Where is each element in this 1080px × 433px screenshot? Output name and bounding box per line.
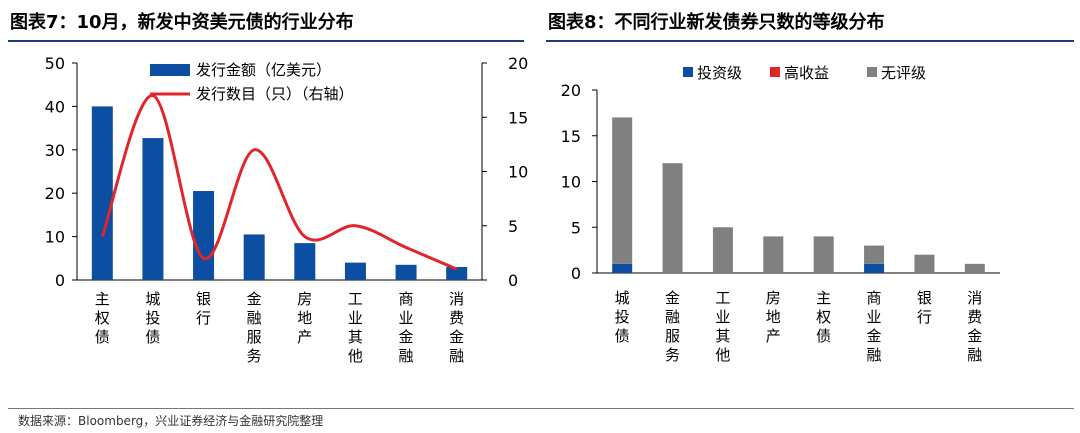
right-tick-label: 0 bbox=[508, 271, 518, 290]
x-category-label: 商业金融 bbox=[867, 289, 882, 364]
bar-0 bbox=[91, 106, 113, 281]
bar-1 bbox=[142, 138, 164, 280]
left-tick-label: 20 bbox=[45, 184, 65, 203]
legend-label-2: 无评级 bbox=[881, 64, 926, 82]
bar-1-series-2 bbox=[662, 163, 683, 273]
left-tick-label: 10 bbox=[45, 228, 65, 247]
right-tick-label: 10 bbox=[508, 163, 528, 182]
industry-distribution-chart: 0 10 20 30 40 50 0 5 10 15 20 主权债 城投债 银行 金融服务 房地产 工业其他 商业… bbox=[45, 54, 529, 365]
x-category-label: 城投债 bbox=[145, 290, 160, 346]
x-category-label: 消费金融 bbox=[967, 289, 982, 364]
bar-2-series-2 bbox=[712, 227, 733, 273]
x-category-label: 城投债 bbox=[615, 289, 630, 345]
right-title-rule bbox=[546, 40, 1074, 42]
right-tick-label: 15 bbox=[508, 108, 528, 127]
legend-label-count: 发行数目（只）（右轴） bbox=[196, 85, 354, 103]
y-tick-label: 20 bbox=[561, 81, 581, 100]
y-tick-label: 5 bbox=[571, 218, 581, 237]
x-category-label: 房地产 bbox=[297, 290, 312, 346]
left-chart-title: 图表7：10月，新发中资美元债的行业分布 bbox=[10, 12, 354, 33]
left-title-rule bbox=[8, 40, 524, 42]
x-category-label: 银行 bbox=[917, 289, 932, 326]
footer-rule bbox=[8, 408, 1074, 409]
left-tick-label: 0 bbox=[55, 271, 65, 290]
y-tick-label: 15 bbox=[561, 127, 581, 146]
legend-swatch-1 bbox=[770, 67, 780, 77]
bar-5 bbox=[344, 262, 366, 280]
left-tick-label: 30 bbox=[45, 141, 65, 160]
y-tick-label: 10 bbox=[561, 173, 581, 192]
left-tick-label: 40 bbox=[45, 97, 65, 116]
right-tick-label: 5 bbox=[508, 217, 518, 236]
legend-swatch-0 bbox=[683, 67, 693, 77]
bar-4 bbox=[294, 243, 316, 280]
x-category-label: 主权债 bbox=[95, 290, 110, 346]
x-category-label: 商业金融 bbox=[399, 290, 414, 365]
x-category-label: 主权债 bbox=[816, 289, 831, 345]
bar-4-series-2 bbox=[813, 236, 834, 273]
bar-6-series-2 bbox=[914, 254, 935, 273]
legend-swatch-amount bbox=[150, 64, 190, 76]
x-category-label: 银行 bbox=[196, 290, 211, 327]
x-category-label: 工业其他 bbox=[715, 289, 730, 364]
bar-7-series-2 bbox=[964, 263, 985, 273]
x-category-label: 消费金融 bbox=[449, 290, 464, 365]
rating-distribution-chart: 0 5 10 15 20 城投债 金融服务 工业其他 房地产 主权债 商业金融 银行 消费金融 投资级 高收… bbox=[561, 64, 1000, 364]
legend-swatch-2 bbox=[867, 67, 877, 77]
legend-label-1: 高收益 bbox=[784, 64, 829, 82]
legend-label-0: 投资级 bbox=[697, 64, 742, 82]
bar-3-series-2 bbox=[763, 236, 784, 273]
x-category-label: 房地产 bbox=[766, 289, 781, 345]
x-category-label: 金融服务 bbox=[665, 289, 680, 364]
bar-7 bbox=[446, 266, 468, 280]
bar-6 bbox=[395, 264, 417, 280]
bar-5-series-2 bbox=[864, 245, 885, 264]
x-category-label: 工业其他 bbox=[348, 290, 363, 365]
x-category-label: 金融服务 bbox=[247, 290, 262, 365]
left-tick-label: 50 bbox=[45, 54, 65, 73]
source-note: 数据来源：Bloomberg，兴业证券经济与金融研究院整理 bbox=[18, 414, 324, 428]
bar-0-series-0 bbox=[612, 263, 633, 273]
right-tick-label: 20 bbox=[508, 54, 528, 73]
bar-5-series-0 bbox=[864, 263, 885, 273]
right-chart-title: 图表8：不同行业新发债券只数的等级分布 bbox=[548, 12, 885, 33]
legend-label-amount: 发行金额（亿美元） bbox=[196, 61, 331, 79]
bar-3 bbox=[243, 234, 265, 280]
bar-0-series-2 bbox=[612, 117, 633, 264]
y-tick-label: 0 bbox=[571, 264, 581, 283]
